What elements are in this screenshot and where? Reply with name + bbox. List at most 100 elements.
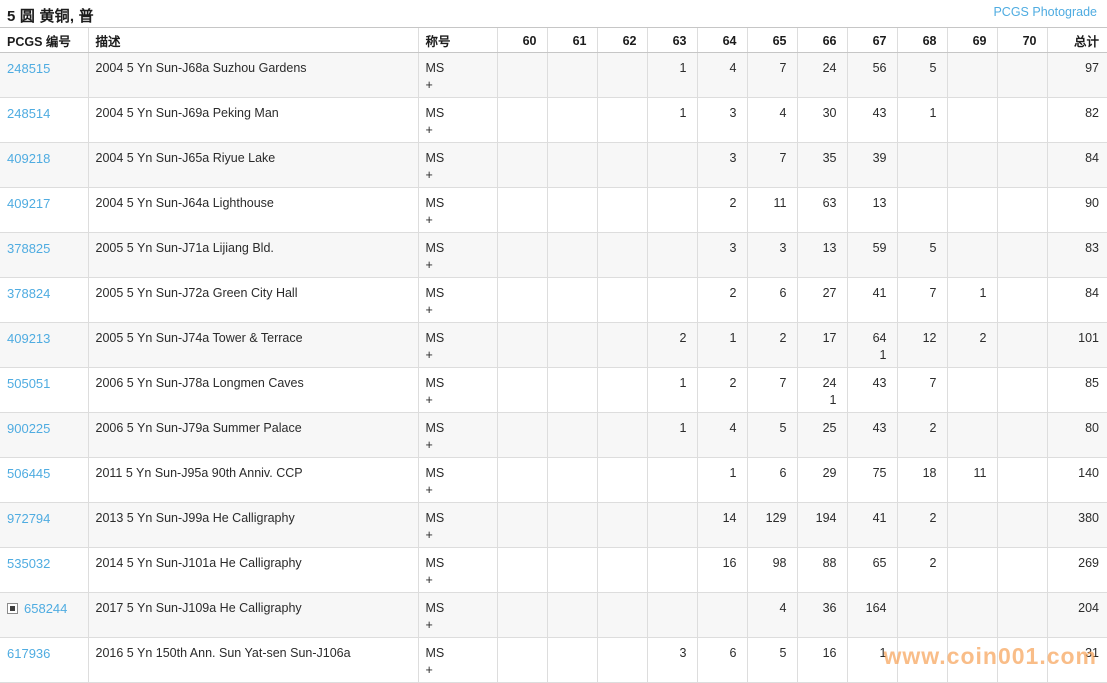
grade-64-cell: 4	[696, 412, 747, 458]
grade-70-cell	[996, 322, 1047, 368]
grade-70-cell	[996, 502, 1047, 548]
header-grade-63: 63	[646, 27, 697, 53]
total-cell: 380	[1046, 502, 1107, 548]
grade-60-cell	[496, 637, 547, 683]
grade-65-cell: 129	[746, 502, 797, 548]
pcgs-number-link[interactable]: 900225	[7, 421, 51, 436]
grade-64-cell: 3	[696, 97, 747, 143]
designation-cell: MS +	[417, 547, 497, 593]
table-row: 248515 2004 5 Yn Sun-J68a Suzhou Gardens M…	[0, 52, 1107, 98]
description-cell: 2004 5 Yn Sun-J64a Lighthouse	[87, 187, 418, 233]
grade-67-cell: 75	[846, 457, 897, 503]
grade-60-cell	[496, 187, 547, 233]
designation-cell: MS +	[417, 502, 497, 548]
grade-62-cell	[596, 547, 647, 593]
grade-65-cell: 4	[746, 97, 797, 143]
pcgs-number-link[interactable]: 658244	[24, 601, 68, 616]
header-pcgs-number: PCGS 编号	[0, 27, 88, 53]
pcgs-number-cell: 658244	[0, 592, 88, 638]
grade-67-cell: 59	[846, 232, 897, 278]
grade-69-cell: 11	[946, 457, 997, 503]
grade-68-cell	[896, 187, 947, 233]
grade-68-cell	[896, 142, 947, 188]
grade-67-cell: 39	[846, 142, 897, 188]
designation-cell: MS +	[417, 637, 497, 683]
grade-65-cell: 6	[746, 277, 797, 323]
grade-70-cell	[996, 52, 1047, 98]
grade-64-cell: 3	[696, 232, 747, 278]
grade-69-cell	[946, 637, 997, 683]
grade-62-cell	[596, 187, 647, 233]
topbar: 5 圆 黄铜, 普 PCGS Photograde	[0, 0, 1107, 27]
grade-66-cell: 35	[796, 142, 847, 188]
total-cell: 84	[1046, 142, 1107, 188]
grade-63-cell: 1	[646, 367, 697, 413]
table-row: 900225 2006 5 Yn Sun-J79a Summer Palace MS…	[0, 412, 1107, 458]
table-row: 506445 2011 5 Yn Sun-J95a 90th Anniv. CCP…	[0, 457, 1107, 503]
grade-60-cell	[496, 97, 547, 143]
grade-66-cell: 24 1	[796, 367, 847, 413]
designation-cell: MS +	[417, 232, 497, 278]
grade-70-cell	[996, 367, 1047, 413]
grade-62-cell	[596, 502, 647, 548]
grade-61-cell	[546, 187, 597, 233]
grade-68-cell: 2	[896, 547, 947, 593]
designation-cell: MS +	[417, 52, 497, 98]
grade-63-cell: 1	[646, 52, 697, 98]
designation-cell: MS +	[417, 277, 497, 323]
pcgs-number-link[interactable]: 409217	[7, 196, 51, 211]
grade-63-cell	[646, 457, 697, 503]
pcgs-number-link[interactable]: 409218	[7, 151, 51, 166]
pcgs-number-link[interactable]: 378824	[7, 286, 51, 301]
grade-62-cell	[596, 322, 647, 368]
pcgs-number-link[interactable]: 506445	[7, 466, 51, 481]
grade-61-cell	[546, 592, 597, 638]
table-row: 409213 2005 5 Yn Sun-J74a Tower & Terrace…	[0, 322, 1107, 368]
description-cell: 2017 5 Yn Sun-J109a He Calligraphy	[87, 592, 418, 638]
grade-62-cell	[596, 637, 647, 683]
pcgs-number-link[interactable]: 617936	[7, 646, 51, 661]
grade-64-cell: 3	[696, 142, 747, 188]
grade-65-cell: 2	[746, 322, 797, 368]
grade-63-cell	[646, 187, 697, 233]
grade-63-cell	[646, 277, 697, 323]
grade-64-cell: 14	[696, 502, 747, 548]
grade-68-cell	[896, 592, 947, 638]
pcgs-number-link[interactable]: 248514	[7, 106, 51, 121]
header-grade-62: 62	[596, 27, 647, 53]
designation-cell: MS +	[417, 592, 497, 638]
pcgs-number-link[interactable]: 378825	[7, 241, 51, 256]
photograde-link[interactable]: PCGS Photograde	[993, 5, 1097, 19]
header-grade-61: 61	[546, 27, 597, 53]
grade-68-cell: 7	[896, 277, 947, 323]
grade-60-cell	[496, 277, 547, 323]
grade-68-cell: 12	[896, 322, 947, 368]
grade-64-cell: 1	[696, 457, 747, 503]
designation-cell: MS +	[417, 142, 497, 188]
description-cell: 2013 5 Yn Sun-J99a He Calligraphy	[87, 502, 418, 548]
expand-icon[interactable]	[7, 603, 18, 614]
grade-70-cell	[996, 592, 1047, 638]
grade-66-cell: 16	[796, 637, 847, 683]
grade-67-cell: 41	[846, 502, 897, 548]
grade-66-cell: 36	[796, 592, 847, 638]
pcgs-number-link[interactable]: 535032	[7, 556, 51, 571]
grade-70-cell	[996, 547, 1047, 593]
pcgs-number-link[interactable]: 505051	[7, 376, 51, 391]
total-cell: 97	[1046, 52, 1107, 98]
pcgs-number-link[interactable]: 248515	[7, 61, 51, 76]
pcgs-number-cell: 617936	[0, 637, 88, 683]
pcgs-number-link[interactable]: 409213	[7, 331, 51, 346]
grade-61-cell	[546, 502, 597, 548]
grade-68-cell: 7	[896, 367, 947, 413]
description-cell: 2014 5 Yn Sun-J101a He Calligraphy	[87, 547, 418, 593]
grade-60-cell	[496, 547, 547, 593]
grade-65-cell: 5	[746, 412, 797, 458]
table-row: 617936 2016 5 Yn 150th Ann. Sun Yat-sen S…	[0, 637, 1107, 683]
grade-60-cell	[496, 412, 547, 458]
table-row: 409218 2004 5 Yn Sun-J65a Riyue Lake MS + 3…	[0, 142, 1107, 188]
table-row: 535032 2014 5 Yn Sun-J101a He Calligraphy…	[0, 547, 1107, 593]
pcgs-number-link[interactable]: 972794	[7, 511, 51, 526]
grade-70-cell	[996, 457, 1047, 503]
header-row: PCGS 编号 描述 称号 60 61 62 63 64 65 66 67 68 69 70 总计	[0, 27, 1107, 53]
